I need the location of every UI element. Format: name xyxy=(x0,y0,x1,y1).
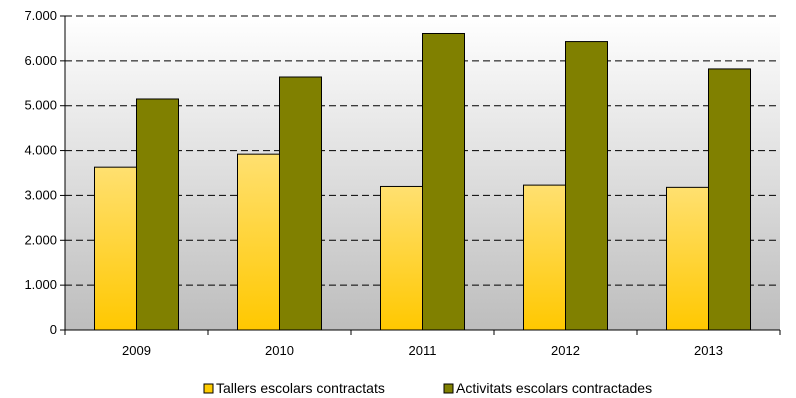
y-tick-label: 4.000 xyxy=(24,143,57,158)
bar xyxy=(422,32,465,331)
x-axis: 2009 2010 2011 2012 2013 xyxy=(64,329,781,358)
legend-item: Tallers escolars contractats xyxy=(203,380,385,396)
x-tick-label: 2009 xyxy=(122,343,151,358)
bar xyxy=(237,153,280,331)
x-tick-label: 2012 xyxy=(551,343,580,358)
y-tick-label: 7.000 xyxy=(24,8,57,23)
bar xyxy=(380,185,423,331)
legend-swatch xyxy=(443,383,454,394)
bar xyxy=(708,68,751,331)
y-axis: 0 1.000 2.000 3.000 4.000 5.000 6.000 7.000 xyxy=(24,8,66,337)
bar xyxy=(94,166,137,331)
legend-label: Activitats escolars contractades xyxy=(456,380,652,396)
y-tick-label: 1.000 xyxy=(24,277,57,292)
y-tick-label: 3.000 xyxy=(24,187,57,202)
y-tick-label: 2.000 xyxy=(24,232,57,247)
legend-label: Tallers escolars contractats xyxy=(216,380,385,396)
y-tick-label: 5.000 xyxy=(24,98,57,113)
y-tick-label: 0 xyxy=(50,322,57,337)
legend-item: Activitats escolars contractades xyxy=(443,380,652,396)
bar xyxy=(279,76,322,331)
x-tick-label: 2011 xyxy=(409,343,437,358)
bar xyxy=(666,186,709,331)
legend: Tallers escolars contractats Activitats e… xyxy=(203,380,652,396)
legend-swatch xyxy=(203,383,214,394)
bar xyxy=(136,98,179,331)
bar xyxy=(565,41,608,331)
y-tick-label: 6.000 xyxy=(24,53,57,68)
bar xyxy=(523,184,566,331)
x-tick-label: 2013 xyxy=(694,343,723,358)
x-tick-label: 2010 xyxy=(265,343,294,358)
bars xyxy=(94,32,751,331)
